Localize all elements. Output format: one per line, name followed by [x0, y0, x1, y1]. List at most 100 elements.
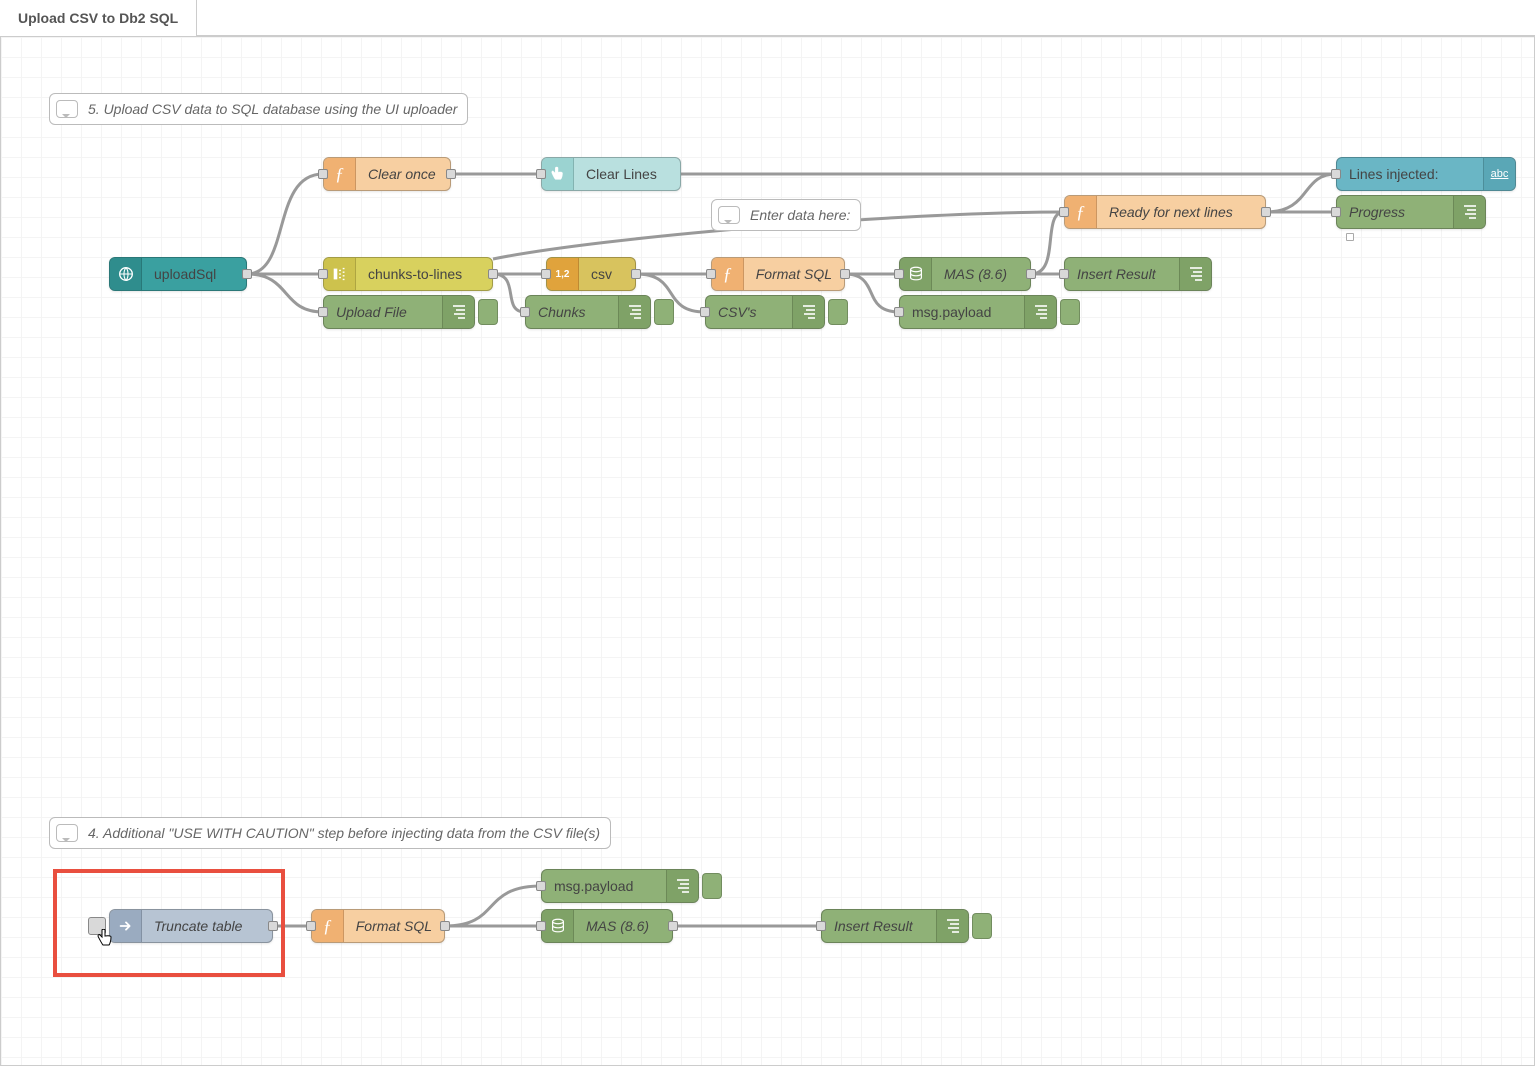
node-format-sql-2[interactable]: ƒFormat SQL: [311, 909, 445, 943]
node-label: Format SQL: [344, 918, 444, 934]
debug-toggle[interactable]: [828, 299, 848, 325]
node-label: Clear Lines: [574, 166, 669, 182]
status-dot: [1346, 233, 1354, 241]
input-port[interactable]: [318, 269, 328, 279]
node-payload-debug[interactable]: msg.payload: [899, 295, 1057, 329]
node-truncate-table[interactable]: Truncate table: [109, 909, 273, 943]
debug-toggle[interactable]: [1060, 299, 1080, 325]
input-port[interactable]: [894, 269, 904, 279]
output-port[interactable]: [1026, 269, 1036, 279]
inject-icon: [110, 910, 142, 942]
node-lines-injected[interactable]: Lines injected: abc: [1336, 157, 1516, 191]
node-insert-result[interactable]: Insert Result: [1064, 257, 1212, 291]
input-port[interactable]: [706, 269, 716, 279]
node-upload-sql[interactable]: uploadSql: [109, 257, 247, 291]
node-csv[interactable]: 1,2csv: [546, 257, 636, 291]
fn-icon: ƒ: [324, 158, 356, 190]
node-chunks-to-lines[interactable]: chunks-to-lines: [323, 257, 493, 291]
node-clear-lines[interactable]: Clear Lines: [541, 157, 681, 191]
node-insert-result-2[interactable]: Insert Result: [821, 909, 969, 943]
node-label: Truncate table: [142, 918, 254, 934]
bars-r-icon: [618, 296, 650, 328]
node-label: Chunks: [526, 304, 597, 320]
bars-r-icon: [1179, 258, 1211, 290]
inject-button[interactable]: [88, 917, 106, 935]
input-port[interactable]: [318, 169, 328, 179]
db-icon: [542, 910, 574, 942]
bars-r-icon: [666, 870, 698, 902]
input-port[interactable]: [1059, 207, 1069, 217]
node-progress[interactable]: Progress: [1336, 195, 1486, 229]
debug-toggle[interactable]: [972, 913, 992, 939]
node-clear-once[interactable]: ƒClear once: [323, 157, 451, 191]
input-port[interactable]: [541, 269, 551, 279]
input-port[interactable]: [536, 169, 546, 179]
node-label: Insert Result: [822, 918, 925, 934]
node-label: msg.payload: [542, 878, 645, 894]
bars-r-icon: [1453, 196, 1485, 228]
comment-icon: [718, 206, 740, 224]
node-label: Progress: [1337, 204, 1417, 220]
input-port[interactable]: [520, 307, 530, 317]
node-label: Lines injected:: [1337, 166, 1451, 182]
output-port[interactable]: [1261, 207, 1271, 217]
fn-icon: ƒ: [1065, 196, 1097, 228]
debug-toggle[interactable]: [654, 299, 674, 325]
input-port[interactable]: [816, 921, 826, 931]
abc-r-icon: abc: [1483, 158, 1515, 190]
node-csvs-debug[interactable]: CSV's: [705, 295, 825, 329]
output-port[interactable]: [242, 269, 252, 279]
input-port[interactable]: [1331, 207, 1341, 217]
input-port[interactable]: [536, 881, 546, 891]
node-label: MAS (8.6): [574, 918, 661, 934]
split-icon: [324, 258, 356, 290]
output-port[interactable]: [668, 921, 678, 931]
output-port[interactable]: [631, 269, 641, 279]
comment-enter-data[interactable]: Enter data here:: [711, 199, 861, 231]
node-mas-2[interactable]: MAS (8.6): [541, 909, 673, 943]
output-port[interactable]: [840, 269, 850, 279]
node-label: Insert Result: [1065, 266, 1168, 282]
flow-canvas[interactable]: 5. Upload CSV data to SQL database using…: [0, 36, 1535, 1066]
node-mas[interactable]: MAS (8.6): [899, 257, 1031, 291]
input-port[interactable]: [306, 921, 316, 931]
comment-group-5[interactable]: 5. Upload CSV data to SQL database using…: [49, 93, 468, 125]
output-port[interactable]: [488, 269, 498, 279]
node-upload-file-debug[interactable]: Upload File: [323, 295, 475, 329]
output-port[interactable]: [446, 169, 456, 179]
tab-upload-csv[interactable]: Upload CSV to Db2 SQL: [0, 0, 197, 36]
node-label: Clear once: [356, 166, 448, 182]
bars-r-icon: [442, 296, 474, 328]
fn-icon: ƒ: [312, 910, 344, 942]
debug-toggle[interactable]: [702, 873, 722, 899]
node-chunks-debug[interactable]: Chunks: [525, 295, 651, 329]
output-port[interactable]: [440, 921, 450, 931]
node-label: Upload File: [324, 304, 419, 320]
input-port[interactable]: [1331, 169, 1341, 179]
debug-toggle[interactable]: [478, 299, 498, 325]
output-port[interactable]: [268, 921, 278, 931]
comment-group-4[interactable]: 4. Additional "USE WITH CAUTION" step be…: [49, 817, 611, 849]
input-port[interactable]: [1059, 269, 1069, 279]
db-icon: [900, 258, 932, 290]
input-port[interactable]: [700, 307, 710, 317]
input-port[interactable]: [318, 307, 328, 317]
comment-enter-title: Enter data here:: [750, 207, 850, 223]
tab-bar: Upload CSV to Db2 SQL: [0, 0, 1535, 36]
node-label: csv: [579, 266, 624, 282]
node-label: msg.payload: [900, 304, 1003, 320]
node-label: MAS (8.6): [932, 266, 1019, 282]
fn-icon: ƒ: [712, 258, 744, 290]
input-port[interactable]: [894, 307, 904, 317]
comment-4-title: 4. Additional "USE WITH CAUTION" step be…: [88, 825, 600, 841]
node-payload-debug-2[interactable]: msg.payload: [541, 869, 699, 903]
node-format-sql[interactable]: ƒFormat SQL: [711, 257, 845, 291]
node-label: Format SQL: [744, 266, 844, 282]
node-label: CSV's: [706, 304, 768, 320]
node-ready-next-lines[interactable]: ƒReady for next lines: [1064, 195, 1266, 229]
bars-r-icon: [936, 910, 968, 942]
input-port[interactable]: [536, 921, 546, 931]
globe-icon: [110, 258, 142, 290]
hand-icon: [542, 158, 574, 190]
bars-r-icon: [792, 296, 824, 328]
